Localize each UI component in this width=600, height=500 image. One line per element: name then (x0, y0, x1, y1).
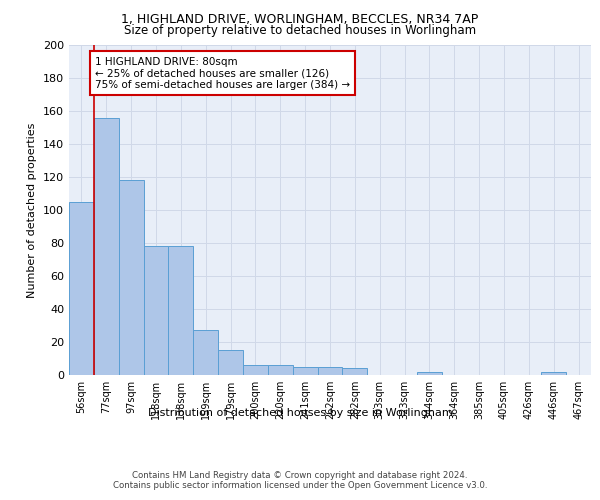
Bar (417, 372, 442, 375)
Bar (193, 330, 218, 375)
Bar (94, 118, 119, 375)
Bar (243, 365, 268, 375)
Bar (119, 180, 143, 375)
Bar (143, 246, 169, 375)
Bar (343, 368, 367, 375)
Bar (541, 372, 566, 375)
Bar (69, 202, 94, 375)
Bar (268, 365, 293, 375)
Text: Contains HM Land Registry data © Crown copyright and database right 2024.
Contai: Contains HM Land Registry data © Crown c… (113, 470, 487, 490)
Text: Size of property relative to detached houses in Worlingham: Size of property relative to detached ho… (124, 24, 476, 37)
Y-axis label: Number of detached properties: Number of detached properties (28, 122, 37, 298)
Text: 1, HIGHLAND DRIVE, WORLINGHAM, BECCLES, NR34 7AP: 1, HIGHLAND DRIVE, WORLINGHAM, BECCLES, … (121, 12, 479, 26)
Text: 1 HIGHLAND DRIVE: 80sqm
← 25% of detached houses are smaller (126)
75% of semi-d: 1 HIGHLAND DRIVE: 80sqm ← 25% of detache… (95, 56, 350, 90)
Bar (218, 350, 243, 375)
Bar (169, 246, 193, 375)
Bar (293, 367, 317, 375)
Text: Distribution of detached houses by size in Worlingham: Distribution of detached houses by size … (148, 408, 452, 418)
Bar (317, 367, 343, 375)
